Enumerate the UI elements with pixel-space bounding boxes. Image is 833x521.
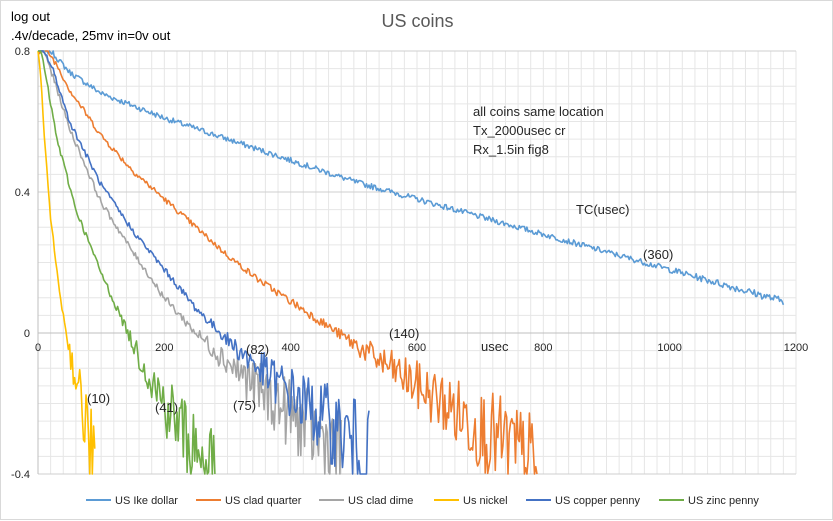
- series-line-2: [38, 50, 342, 475]
- x-tick-label: 400: [281, 342, 299, 354]
- y-tick-label: -0.4: [11, 469, 30, 481]
- legend-label: US clad dime: [348, 495, 413, 507]
- note-line-3: Rx_1.5in fig8: [473, 142, 549, 157]
- legend-label: US Ike dollar: [115, 495, 178, 507]
- y-axis-label-line2: .4v/decade, 25mv in=0v out: [11, 28, 171, 43]
- note-line-1: all coins same location: [473, 104, 604, 119]
- series-line-4: [38, 50, 370, 475]
- y-tick-label: 0.4: [15, 187, 30, 199]
- x-tick-label: 600: [408, 342, 426, 354]
- tc-label-clad-quarter: (140): [389, 326, 419, 341]
- x-axis-title: usec: [481, 339, 509, 354]
- tc-header-label: TC(usec): [576, 202, 629, 217]
- tc-label-nickel: (10): [87, 391, 110, 406]
- legend-label: US zinc penny: [688, 495, 759, 507]
- series-line-5: [37, 50, 216, 475]
- y-tick-label: 0.8: [15, 46, 30, 58]
- series-line-3: [37, 50, 96, 475]
- x-tick-label: 1200: [784, 342, 808, 354]
- x-tick-label: 1000: [657, 342, 681, 354]
- chart-title: US coins: [381, 11, 454, 31]
- y-tick-label: 0: [24, 328, 30, 340]
- legend-label: US clad quarter: [225, 495, 302, 507]
- x-tick-label: 0: [35, 342, 41, 354]
- series-line-1: [37, 50, 538, 475]
- tc-label-copper-penny: (82): [246, 342, 269, 357]
- x-tick-label: 200: [155, 342, 173, 354]
- series-line-0: [37, 50, 785, 306]
- x-tick-label: 800: [534, 342, 552, 354]
- tc-label-clad-dime: (75): [233, 398, 256, 413]
- tc-label-ike-dollar: (360): [643, 247, 673, 262]
- legend-label: US copper penny: [555, 495, 640, 507]
- legend-label: Us nickel: [463, 495, 508, 507]
- y-axis-label-line1: log out: [11, 9, 51, 24]
- note-line-2: Tx_2000usec cr: [473, 123, 566, 138]
- tc-label-zinc-penny: (41): [155, 400, 178, 415]
